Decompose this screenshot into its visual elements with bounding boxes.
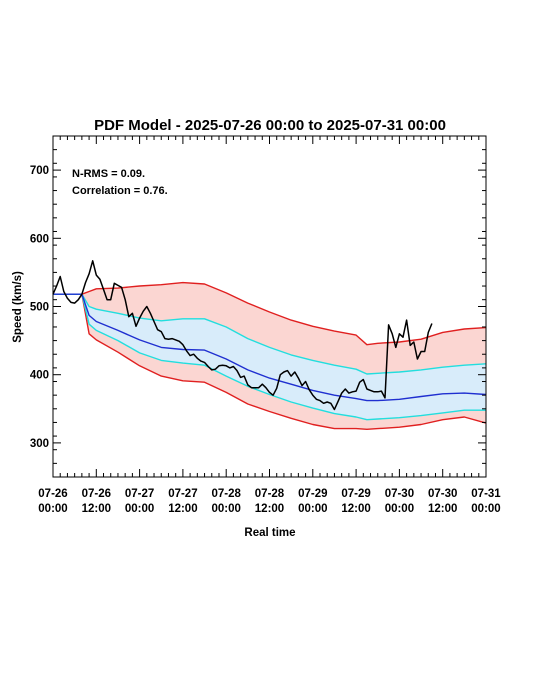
x-tick-time-label: 00:00 bbox=[125, 503, 154, 515]
chart-title: PDF Model - 2025-07-26 00:00 to 2025-07-… bbox=[94, 117, 446, 134]
x-tick-time-label: 00:00 bbox=[385, 503, 414, 515]
x-tick-date-label: 07-31 bbox=[471, 488, 501, 500]
plot-area bbox=[52, 260, 487, 430]
x-tick-time-label: 00:00 bbox=[298, 503, 327, 515]
y-tick-label: 300 bbox=[30, 438, 49, 450]
x-tick-date-label: 07-27 bbox=[168, 488, 197, 500]
x-tick-time-label: 00:00 bbox=[38, 503, 67, 515]
axis-ticks: 300 400 500 600 700 07-26 00:00 07-26 12:00 07-27… bbox=[30, 135, 501, 515]
x-tick-date-label: 07-27 bbox=[125, 488, 154, 500]
y-tick-label: 700 bbox=[30, 165, 49, 177]
median-line bbox=[53, 293, 487, 402]
observed-speed-line bbox=[52, 260, 433, 411]
outer-upper-line bbox=[53, 281, 487, 346]
x-tick-time-label: 12:00 bbox=[428, 503, 457, 515]
x-tick-time-label: 12:00 bbox=[255, 503, 284, 515]
x-tick-time-label: 00:00 bbox=[471, 503, 500, 515]
x-tick-date-label: 07-29 bbox=[298, 488, 327, 500]
x-axis-label: Real time bbox=[244, 527, 295, 539]
x-tick-date-label: 07-30 bbox=[428, 488, 457, 500]
nrms-annotation: N-RMS = 0.09. bbox=[72, 168, 145, 180]
x-tick-date-label: 07-30 bbox=[385, 488, 414, 500]
x-tick-date-label: 07-28 bbox=[211, 488, 241, 500]
x-tick-time-label: 12:00 bbox=[168, 503, 197, 515]
x-tick-date-label: 07-28 bbox=[255, 488, 285, 500]
inner-band-fill bbox=[53, 294, 486, 420]
y-axis-label: Speed (km/s) bbox=[12, 271, 24, 343]
y-tick-label: 500 bbox=[30, 302, 49, 314]
x-tick-time-label: 12:00 bbox=[341, 503, 370, 515]
x-tick-time-label: 12:00 bbox=[82, 503, 111, 515]
x-tick-time-label: 00:00 bbox=[211, 503, 240, 515]
x-tick-date-label: 07-26 bbox=[38, 488, 67, 500]
correlation-annotation: Correlation = 0.76. bbox=[72, 185, 168, 197]
y-tick-label: 600 bbox=[30, 233, 49, 245]
x-tick-date-label: 07-26 bbox=[82, 488, 111, 500]
y-tick-label: 400 bbox=[30, 370, 49, 382]
x-tick-date-label: 07-29 bbox=[341, 488, 370, 500]
